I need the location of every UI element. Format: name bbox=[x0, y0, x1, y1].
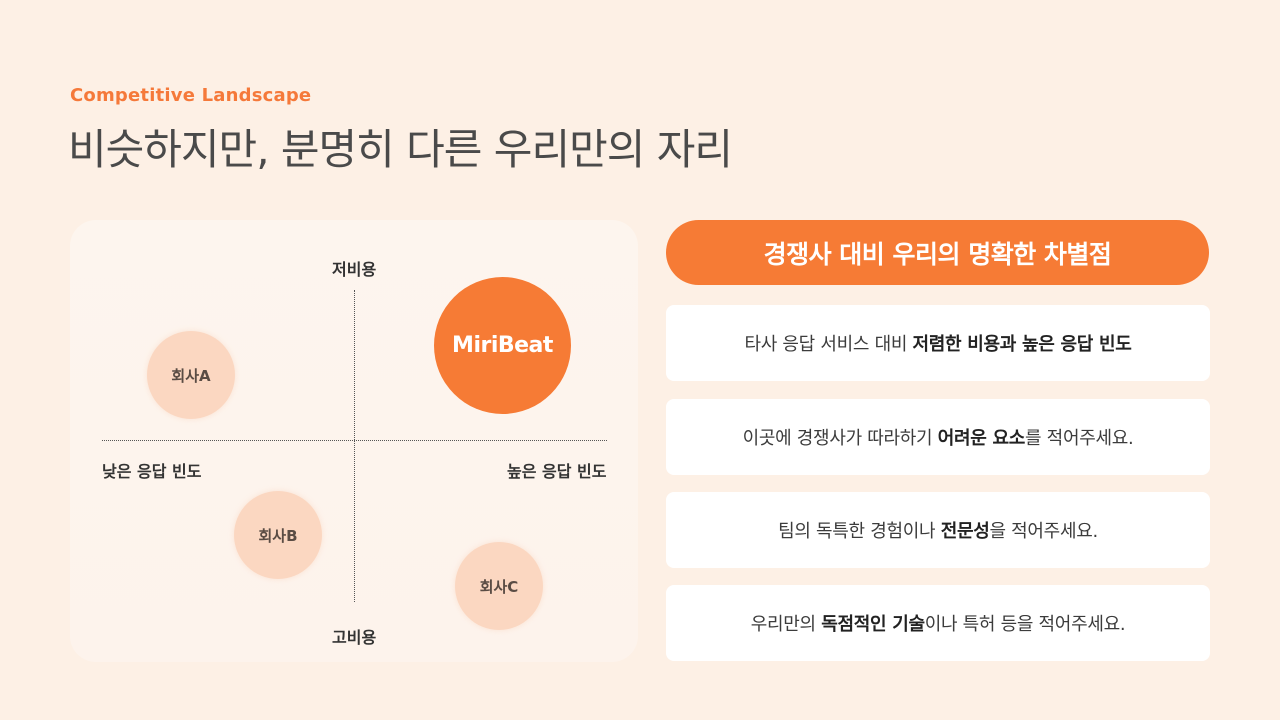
eyebrow-label: Competitive Landscape bbox=[70, 85, 312, 106]
differentiator-card: 타사 응답 서비스 대비 저렴한 비용과 높은 응답 빈도 bbox=[666, 305, 1210, 381]
competitor-label: 회사C bbox=[479, 577, 519, 596]
hero-bubble-miribeat: MiriBeat bbox=[434, 277, 571, 414]
card-text: 타사 응답 서비스 대비 저렴한 비용과 높은 응답 빈도 bbox=[744, 334, 1132, 355]
card-text: 팀의 독특한 경험이나 전문성을 적어주세요. bbox=[778, 521, 1098, 542]
differentiator-card: 팀의 독특한 경험이나 전문성을 적어주세요. bbox=[666, 492, 1210, 568]
axis-label-left: 낮은 응답 빈도 bbox=[102, 462, 202, 481]
hero-label: MiriBeat bbox=[452, 333, 553, 358]
axis-label-bottom: 고비용 bbox=[332, 628, 377, 647]
competitor-label: 회사A bbox=[171, 366, 211, 385]
card-text: 이곳에 경쟁사가 따라하기 어려운 요소를 적어주세요. bbox=[742, 428, 1134, 449]
page-title: 비슷하지만, 분명히 다른 우리만의 자리 bbox=[68, 125, 733, 174]
vertical-axis bbox=[354, 290, 355, 602]
competitor-bubble-a: 회사A bbox=[147, 331, 235, 419]
axis-label-right: 높은 응답 빈도 bbox=[507, 462, 607, 481]
differentiator-card: 우리만의 독점적인 기술이나 특허 등을 적어주세요. bbox=[666, 585, 1210, 661]
competitor-bubble-c: 회사C bbox=[455, 542, 543, 630]
card-text: 우리만의 독점적인 기술이나 특허 등을 적어주세요. bbox=[750, 614, 1126, 635]
differentiator-card: 이곳에 경쟁사가 따라하기 어려운 요소를 적어주세요. bbox=[666, 399, 1210, 475]
axis-label-top: 저비용 bbox=[332, 260, 377, 279]
competitor-bubble-b: 회사B bbox=[234, 491, 322, 579]
horizontal-axis bbox=[102, 440, 607, 441]
differentiators-heading: 경쟁사 대비 우리의 명확한 차별점 bbox=[666, 220, 1209, 285]
competitor-label: 회사B bbox=[258, 526, 298, 545]
